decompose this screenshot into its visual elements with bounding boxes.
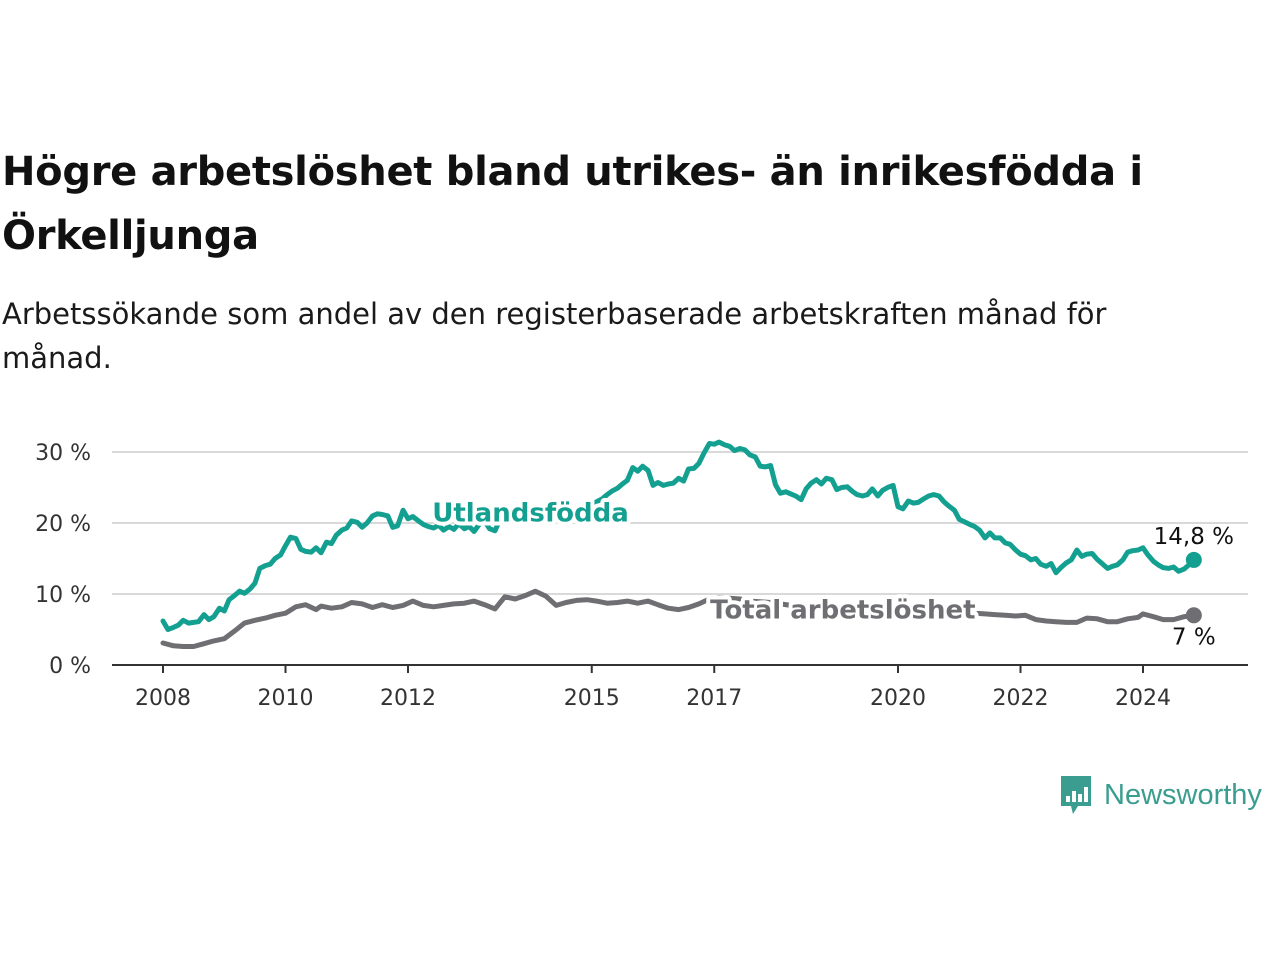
brand-name: Newsworthy — [1104, 778, 1262, 811]
x-tick-label: 2010 — [258, 686, 314, 711]
x-tick-label: 2012 — [380, 686, 436, 711]
series-label-total: Total arbetslöshet — [710, 596, 975, 626]
series-line-utlandsfodda — [160, 439, 1197, 632]
x-tick-label: 2020 — [870, 686, 926, 711]
series-label-utlandsfodda: Utlandsfödda — [432, 498, 629, 528]
x-tick-label: 2024 — [1115, 686, 1171, 711]
y-tick-label: 10 % — [35, 583, 91, 608]
series-layer — [160, 439, 1202, 649]
chart-title: Högre arbetslöshet bland utrikes- än inr… — [2, 149, 1143, 259]
line-chart: 0 % 10 % 20 % 30 % 2008 2010 2012 2015 2017 2020… — [35, 439, 1248, 711]
brand[interactable]: Newsworthy — [1058, 772, 1262, 818]
x-axis: 2008 2010 2012 2015 2017 2020 2022 2024 — [112, 664, 1248, 711]
gridlines — [112, 451, 1248, 595]
x-tick-label: 2015 — [564, 686, 620, 711]
y-axis-tick-labels: 0 % 10 % 20 % 30 % — [35, 441, 91, 679]
x-tick-label: 2008 — [135, 686, 191, 711]
x-tick-label: 2017 — [686, 686, 742, 711]
y-tick-label: 20 % — [35, 512, 91, 537]
end-value-label-utlandsfodda: 14,8 % — [1154, 524, 1234, 550]
y-tick-label: 30 % — [35, 441, 91, 466]
newsworthy-logo-icon — [1061, 776, 1091, 814]
end-point-total — [1185, 607, 1202, 624]
label-layer: 7 % 14,8 % Utlandsfödda Total arbetslöshet — [428, 494, 1234, 650]
y-tick-label: 0 % — [49, 654, 91, 679]
end-point-utlandsfodda — [1185, 551, 1202, 568]
chart-subtitle: Arbetssökande som andel av den registerb… — [2, 297, 1107, 375]
end-value-label-total: 7 % — [1172, 624, 1216, 650]
series-line-total — [160, 588, 1197, 649]
x-tick-label: 2022 — [993, 686, 1049, 711]
